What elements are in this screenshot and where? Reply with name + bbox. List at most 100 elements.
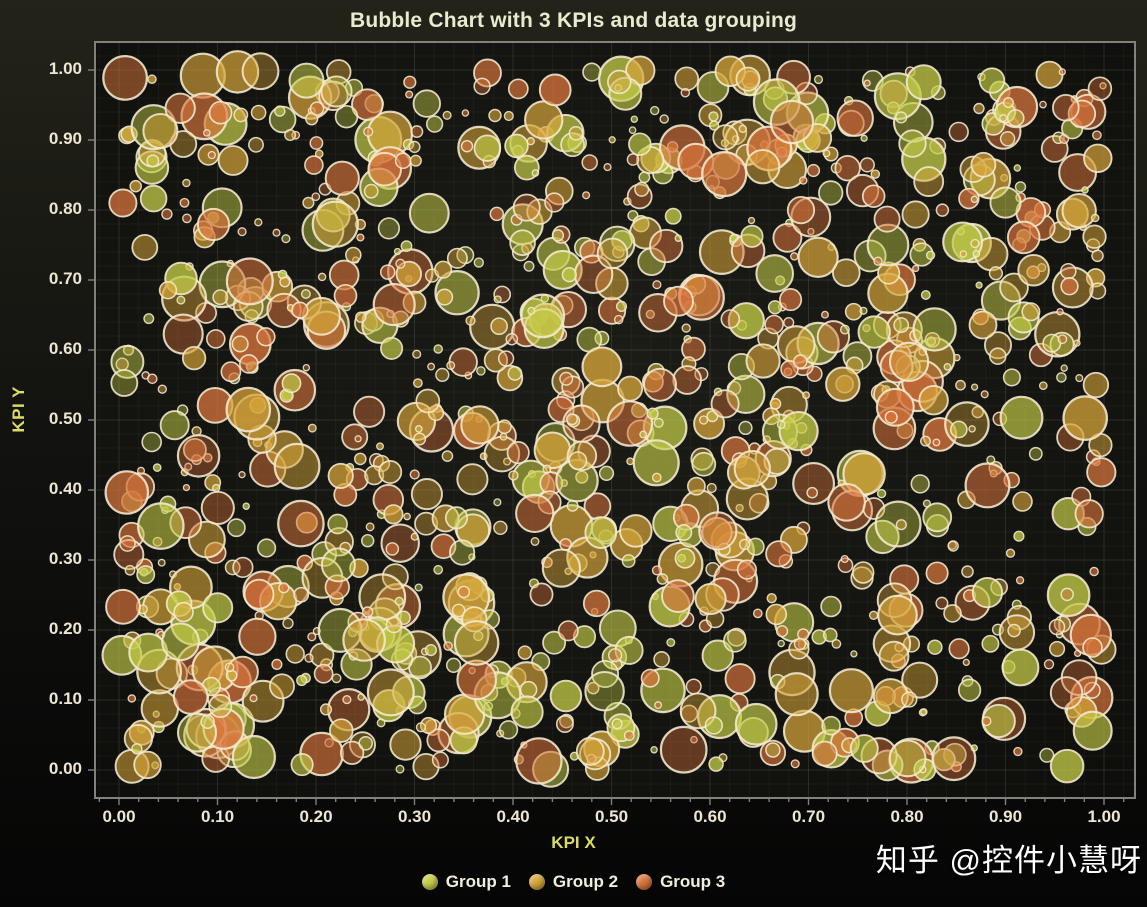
legend-item-group-2[interactable]: Group 2 xyxy=(528,872,618,892)
bubble xyxy=(953,353,961,362)
bubble xyxy=(943,604,962,623)
bubble xyxy=(666,638,676,647)
bubble xyxy=(674,547,696,569)
bubble xyxy=(1052,94,1080,122)
bubble xyxy=(752,608,763,619)
bubble xyxy=(628,132,652,156)
bubble xyxy=(806,163,821,178)
bubble xyxy=(519,680,538,699)
bubble xyxy=(414,425,423,433)
bubble xyxy=(710,389,740,419)
x-tick-label: 0.90 xyxy=(988,807,1023,826)
bubble xyxy=(811,740,838,767)
bubble xyxy=(366,668,415,717)
bubble xyxy=(608,76,643,111)
bubble xyxy=(1061,193,1097,229)
legend-item-group-3[interactable]: Group 3 xyxy=(636,872,725,892)
bubble xyxy=(918,384,949,416)
bubble xyxy=(922,502,953,533)
bubble xyxy=(840,554,849,564)
bubble xyxy=(971,405,984,419)
bubble xyxy=(813,74,824,85)
bubble xyxy=(1005,548,1016,558)
bubble xyxy=(615,300,628,313)
bubble xyxy=(227,518,246,538)
bubble xyxy=(302,296,341,336)
bubble xyxy=(147,74,157,84)
x-tick-label: 0.30 xyxy=(397,807,432,826)
bubble xyxy=(764,314,784,335)
bubble xyxy=(119,535,136,552)
bubble xyxy=(821,715,841,736)
bubble xyxy=(461,606,488,633)
bubble xyxy=(473,134,501,162)
bubble xyxy=(393,247,402,256)
bubble xyxy=(818,180,844,206)
bubble xyxy=(901,200,930,229)
x-tick-label: 0.50 xyxy=(594,807,629,826)
bubble xyxy=(643,367,677,402)
bubble xyxy=(557,620,579,642)
bubble xyxy=(724,663,756,695)
bubble xyxy=(920,708,928,716)
legend-item-group-1[interactable]: Group 1 xyxy=(421,872,511,892)
bubble xyxy=(139,184,168,213)
bubble xyxy=(920,290,931,300)
bubble xyxy=(433,564,444,575)
bubble xyxy=(460,139,474,153)
bubble xyxy=(493,498,502,507)
bubble xyxy=(568,451,588,471)
bubble xyxy=(363,126,374,137)
bubble xyxy=(302,196,315,209)
bubble xyxy=(285,644,305,664)
bubble xyxy=(674,234,683,242)
bubble xyxy=(152,463,162,472)
bubble xyxy=(1057,334,1068,345)
bubble xyxy=(926,336,937,346)
bubble xyxy=(978,67,1006,94)
bubble xyxy=(898,129,927,158)
bubble xyxy=(507,365,523,381)
bubble xyxy=(1049,640,1066,657)
bubble xyxy=(182,213,192,224)
bubble xyxy=(873,205,901,233)
bubble xyxy=(376,718,386,728)
y-tick-label: 0.80 xyxy=(48,199,82,218)
bubble xyxy=(281,373,302,394)
bubble xyxy=(663,285,694,317)
bubble xyxy=(527,306,536,315)
bubble xyxy=(851,561,875,584)
bubble xyxy=(656,573,669,585)
bubble xyxy=(220,361,242,383)
bubble xyxy=(172,679,209,715)
bubble xyxy=(968,425,976,433)
bubble xyxy=(850,650,858,658)
bubble xyxy=(738,124,747,134)
bubble xyxy=(217,145,249,176)
bubble xyxy=(680,87,691,98)
bubble xyxy=(339,740,365,765)
bubble xyxy=(457,585,471,599)
bubble xyxy=(524,100,564,140)
bubble xyxy=(446,247,468,269)
bubble xyxy=(436,288,454,306)
bubble xyxy=(925,250,936,260)
bubble xyxy=(958,187,980,210)
bubble xyxy=(1082,224,1107,249)
bubble xyxy=(653,417,664,428)
bubble xyxy=(242,502,250,510)
bubble xyxy=(964,462,1011,509)
bubble xyxy=(619,514,653,548)
bubble xyxy=(410,478,443,511)
bubble xyxy=(110,344,145,379)
bubble xyxy=(506,441,530,465)
bubble xyxy=(320,75,353,108)
bubble xyxy=(786,195,816,225)
bubble xyxy=(970,238,980,249)
y-tick-label: 0.50 xyxy=(48,409,82,428)
bubble xyxy=(146,154,160,168)
bubble xyxy=(434,260,453,279)
bubble xyxy=(922,499,931,508)
bubble xyxy=(1035,60,1064,89)
bubble xyxy=(456,463,489,496)
